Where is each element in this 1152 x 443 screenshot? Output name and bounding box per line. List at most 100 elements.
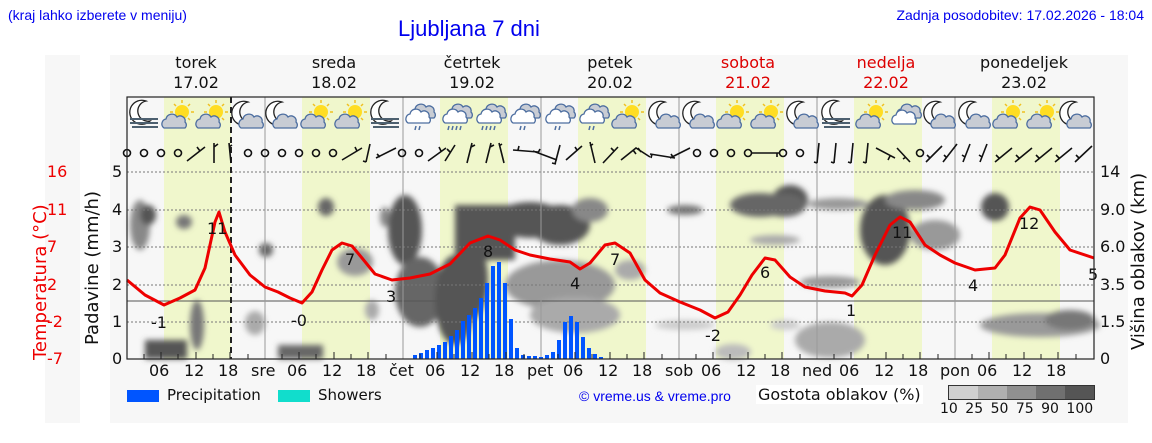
rain-cloud-icon bbox=[406, 104, 435, 130]
x-label: 12 bbox=[460, 361, 481, 380]
x-label: 06 bbox=[977, 361, 998, 380]
grid-lines bbox=[127, 171, 1094, 323]
page-title: Ljubljana 7 dni bbox=[398, 16, 540, 41]
cloud-density-title: Gostota oblakov (%) bbox=[756, 385, 923, 404]
moon-cloud-icon bbox=[924, 101, 956, 128]
temp-label: 8 bbox=[483, 242, 494, 261]
x-label: 18 bbox=[218, 361, 239, 380]
cloud-density-ticks: 10 25 50 75 90 100 bbox=[940, 401, 1094, 417]
x-label: ned bbox=[802, 361, 833, 380]
density-swatch-90 bbox=[1065, 386, 1094, 399]
precip-tick: 2 bbox=[112, 275, 123, 294]
cloud-height-tick: 3.5 bbox=[1100, 275, 1126, 294]
copyright-link[interactable]: © vreme.us & vreme.pro bbox=[579, 388, 731, 404]
moon-cloud-icon bbox=[266, 101, 298, 128]
legend-precipitation-swatch bbox=[127, 390, 159, 402]
x-label: 06 bbox=[839, 361, 860, 380]
temp-label: 4 bbox=[968, 276, 979, 295]
x-label: 06 bbox=[425, 361, 446, 380]
cloud-height-tick: 6.0 bbox=[1100, 237, 1126, 256]
x-label: 06 bbox=[149, 361, 170, 380]
precip-tick: 5 bbox=[112, 162, 123, 181]
x-label: 12 bbox=[1012, 361, 1033, 380]
cloud-height-tick: 14 bbox=[1100, 162, 1121, 181]
cloud-icon bbox=[892, 104, 921, 124]
x-label: 18 bbox=[632, 361, 653, 380]
moon-cloud-icon bbox=[1060, 101, 1092, 128]
x-label: 12 bbox=[874, 361, 895, 380]
temp-tick: 11 bbox=[47, 200, 68, 219]
x-label: 12 bbox=[322, 361, 343, 380]
cloud-density-scale bbox=[948, 385, 1095, 400]
moon-cloud-icon bbox=[683, 101, 715, 128]
density-swatch-25 bbox=[978, 386, 1007, 399]
sun-cloud-icon bbox=[335, 100, 367, 128]
x-label: 18 bbox=[356, 361, 377, 380]
wind-barb-row bbox=[122, 141, 1093, 165]
x-axis-ticks bbox=[143, 352, 1077, 359]
sun-cloud-icon bbox=[612, 100, 644, 128]
x-label: 06 bbox=[701, 361, 722, 380]
menu-hint-link[interactable]: (kraj lahko izberete v meniju) bbox=[8, 7, 187, 23]
x-label: 18 bbox=[494, 361, 515, 380]
day-header-thu: četrtek 19.02 bbox=[443, 53, 501, 92]
precipitation-bars bbox=[413, 262, 603, 359]
fog-moon-icon bbox=[822, 100, 850, 127]
temp-label: -0 bbox=[291, 311, 307, 330]
temp-label: -1 bbox=[151, 313, 167, 332]
x-label: čet bbox=[389, 361, 414, 380]
cloud-height-tick: 0 bbox=[1100, 349, 1111, 368]
x-label: 12 bbox=[184, 361, 205, 380]
density-swatch-10 bbox=[949, 386, 978, 399]
x-label: 12 bbox=[736, 361, 757, 380]
x-label: 06 bbox=[287, 361, 308, 380]
precip-tick: 3 bbox=[112, 237, 123, 256]
sun-cloud-icon bbox=[856, 100, 888, 128]
temp-tick: 2 bbox=[47, 275, 58, 294]
day-header-sun: nedelja 22.02 bbox=[856, 53, 916, 92]
precip-tick: 4 bbox=[112, 200, 123, 219]
temp-label: 5 bbox=[1088, 265, 1099, 284]
rain-cloud-icon bbox=[580, 104, 609, 130]
day-header-fri: petek 20.02 bbox=[587, 53, 633, 92]
sun-cloud-icon bbox=[993, 100, 1025, 128]
temp-tick: -7 bbox=[47, 349, 63, 368]
sun-cloud-icon bbox=[1027, 100, 1059, 128]
precip-tick: 0 bbox=[112, 349, 123, 368]
sun-cloud-icon bbox=[162, 100, 194, 128]
temp-label: 12 bbox=[1019, 214, 1040, 233]
sun-cloud-icon bbox=[301, 100, 333, 128]
cloud-height-tick: 1.5 bbox=[1100, 312, 1126, 331]
last-update: Zadnja posodobitev: 17.02.2026 - 18:04 bbox=[896, 7, 1144, 23]
x-label: pon bbox=[940, 361, 971, 380]
day-separators bbox=[264, 97, 956, 359]
day-header-tue: torek 17.02 bbox=[173, 53, 219, 92]
x-label: 06 bbox=[563, 361, 584, 380]
temp-label: 6 bbox=[760, 263, 771, 282]
sun-cloud-icon bbox=[196, 100, 228, 128]
temp-label: 1 bbox=[846, 301, 857, 320]
temp-label: -2 bbox=[705, 326, 721, 345]
x-label: sre bbox=[251, 361, 276, 380]
fog-moon-icon bbox=[130, 100, 158, 127]
moon-cloud-icon bbox=[787, 101, 819, 128]
day-header-mon: ponedeljek 23.02 bbox=[980, 53, 1068, 92]
moon-cloud-icon bbox=[232, 101, 264, 128]
day-header-sat: sobota 21.02 bbox=[720, 53, 776, 92]
heavy-rain-cloud-icon bbox=[477, 104, 506, 130]
temp-label: 11 bbox=[207, 219, 228, 238]
x-label: 18 bbox=[770, 361, 791, 380]
precip-tick: 1 bbox=[112, 312, 123, 331]
cloud-height-tick: 9.0 bbox=[1100, 200, 1126, 219]
legend-precipitation-label: Precipitation bbox=[167, 386, 261, 404]
x-label: sob bbox=[665, 361, 694, 380]
day-header-wed: sreda 18.02 bbox=[311, 53, 357, 92]
x-label: 18 bbox=[908, 361, 929, 380]
x-label: 12 bbox=[598, 361, 619, 380]
legend-showers-label: Showers bbox=[318, 386, 382, 404]
temp-label: 7 bbox=[345, 250, 356, 269]
temperature-curve bbox=[126, 205, 1095, 320]
temp-tick: -2 bbox=[47, 312, 63, 331]
temp-label: 11 bbox=[892, 223, 913, 242]
